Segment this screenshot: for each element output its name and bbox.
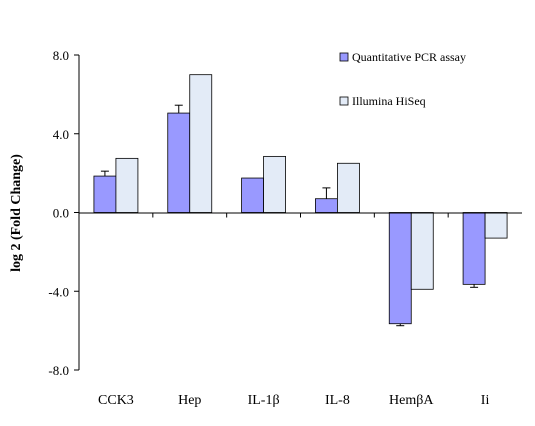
legend: Quantitative PCR assay Illumina HiSeq: [339, 50, 466, 108]
bar-hiseq: [337, 162, 360, 213]
x-tick-label: Hep: [178, 393, 201, 408]
y-tick-label: 0.0: [53, 206, 69, 221]
bar-qpcr: [241, 177, 264, 213]
bar-hiseq: [263, 155, 286, 213]
y-tick-label: -4.0: [48, 284, 69, 299]
bar-hiseq: [189, 74, 213, 213]
labels-layer: 8.0 4.0 0.0 -4.0 -8.0 CCK3 Hep IL-1β IL-8 HemβA Ii: [48, 48, 489, 408]
bar-qpcr: [388, 212, 412, 325]
axes-layer: [74, 54, 522, 371]
y-tick-label: 8.0: [53, 48, 69, 63]
legend-swatch-hiseq: [339, 96, 349, 106]
y-tick-label: 4.0: [53, 127, 69, 142]
legend-label-qpcr: Quantitative PCR assay: [352, 50, 466, 64]
bar-qpcr: [93, 175, 117, 213]
x-tick-label: IL-1β: [248, 393, 280, 408]
bar-hiseq: [410, 212, 434, 290]
x-tick-label: IL-8: [325, 393, 350, 408]
x-tick-label: Ii: [481, 393, 490, 408]
bar-qpcr: [315, 198, 338, 213]
x-tick-label: HemβA: [389, 393, 434, 408]
bar-qpcr: [167, 112, 191, 213]
legend-swatch-qpcr: [339, 52, 349, 62]
legend-label-hiseq: Illumina HiSeq: [352, 94, 426, 108]
bar-hiseq: [484, 212, 508, 239]
y-axis-title: log 2 (Fold Change): [9, 154, 24, 272]
y-tick-label: -8.0: [48, 363, 69, 378]
bar-hiseq: [115, 157, 139, 213]
bar-qpcr: [462, 212, 486, 285]
x-tick-label: CCK3: [98, 393, 134, 408]
bars-layer: [93, 74, 508, 327]
